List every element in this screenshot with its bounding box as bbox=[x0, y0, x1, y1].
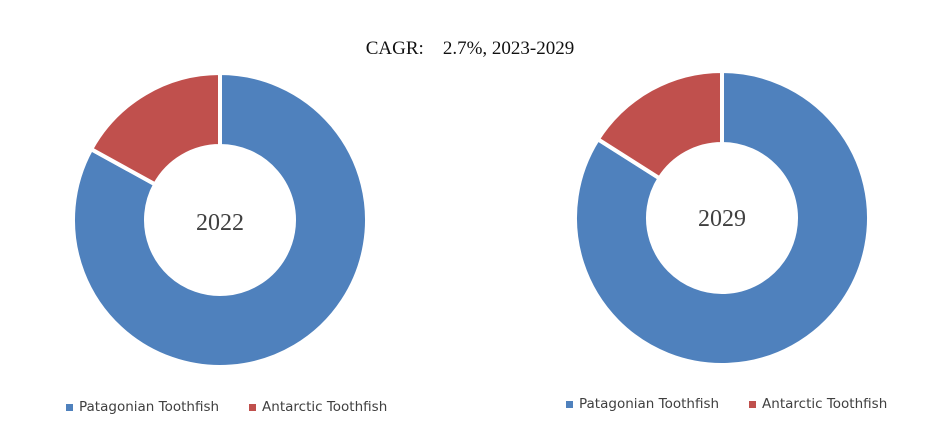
legend-2029: Patagonian Toothfish Antarctic Toothfish bbox=[566, 396, 887, 412]
slice-patagonian-toothfish-2022 bbox=[71, 70, 369, 369]
legend-swatch-antarctic bbox=[749, 400, 757, 408]
legend-swatch-antarctic bbox=[249, 403, 257, 411]
legend-item-antarctic: Antarctic Toothfish bbox=[749, 396, 887, 412]
donut-center-label-2029: 2029 bbox=[698, 206, 746, 232]
donut-center-label-2022: 2022 bbox=[196, 210, 244, 236]
donut-chart-2029: 2029 bbox=[573, 68, 871, 367]
legend-item-antarctic: Antarctic Toothfish bbox=[249, 399, 387, 415]
legend-swatch-patagonian bbox=[66, 403, 73, 411]
legend-item-patagonian: Patagonian Toothfish bbox=[66, 399, 219, 415]
legend-2022: Patagonian Toothfish Antarctic Toothfish bbox=[66, 399, 387, 415]
legend-item-patagonian: Patagonian Toothfish bbox=[566, 396, 719, 412]
slice-antarctic-toothfish-2029 bbox=[595, 68, 724, 182]
donut-chart-2022: 2022 bbox=[71, 70, 369, 369]
legend-label-antarctic: Antarctic Toothfish bbox=[762, 396, 888, 412]
legend-label-patagonian: Patagonian Toothfish bbox=[79, 399, 220, 415]
legend-label-antarctic: Antarctic Toothfish bbox=[262, 399, 388, 415]
legend-swatch-patagonian bbox=[566, 400, 573, 408]
slice-patagonian-toothfish-2029 bbox=[573, 68, 871, 367]
slice-antarctic-toothfish-2022 bbox=[88, 70, 222, 188]
chart-title: CAGR: 2.7%, 2023-2029 bbox=[365, 38, 575, 59]
legend-label-patagonian: Patagonian Toothfish bbox=[579, 396, 720, 412]
